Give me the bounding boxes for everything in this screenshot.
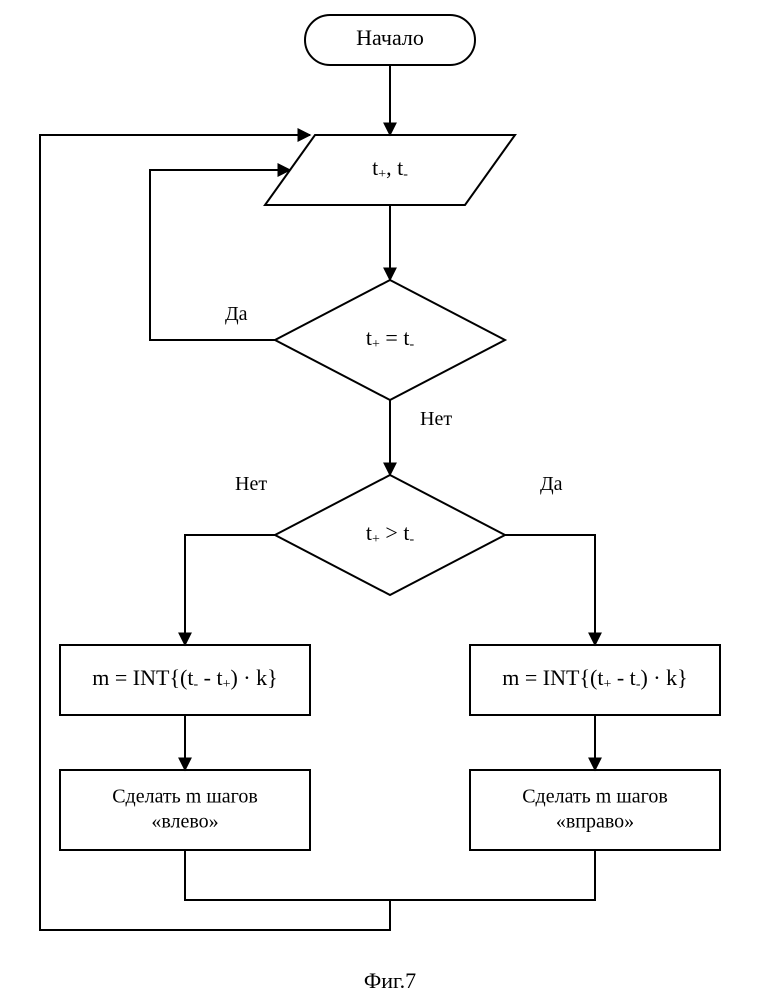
node-start: Начало [305,15,475,65]
edge [185,535,275,645]
flowchart-canvas: Начало t+, t-t+ = t-t+ > t-m = INT{(t- - … [0,0,780,1008]
edge-label-dec1_yes: Да [225,303,248,325]
edge-label-dec2_yes: Да [540,473,563,495]
edge [150,170,290,340]
figure-caption: Фиг.7 [364,968,416,993]
node-procR: m = INT{(t+ - t-) · k} [470,645,720,715]
edge [185,850,390,900]
node-label: Сделать m шагов«вправо» [522,785,668,832]
edge-label-dec2_no: Нет [235,473,267,495]
node-label: Начало [356,25,424,50]
node-label: t+ > t- [366,520,415,547]
edge-label-dec1_no: Нет [420,408,452,430]
node-label: t+, t- [372,155,408,182]
node-label: Сделать m шагов«влево» [112,785,258,832]
node-stepR: Сделать m шагов«вправо» [470,770,720,850]
node-stepL: Сделать m шагов«влево» [60,770,310,850]
node-input: t+, t- [265,135,515,205]
node-dec1: t+ = t- [275,280,505,400]
node-label: m = INT{(t- - t+) · k} [92,665,277,692]
edge [390,850,595,900]
node-dec2: t+ > t- [275,475,505,595]
edge [505,535,595,645]
node-label: m = INT{(t+ - t-) · k} [502,665,687,692]
node-procL: m = INT{(t- - t+) · k} [60,645,310,715]
node-label: t+ = t- [366,325,415,352]
